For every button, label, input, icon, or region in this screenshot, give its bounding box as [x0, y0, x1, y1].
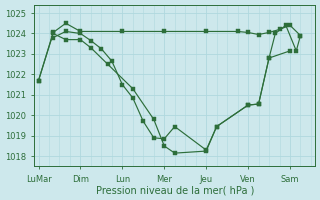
X-axis label: Pression niveau de la mer( hPa ): Pression niveau de la mer( hPa )	[96, 185, 254, 195]
